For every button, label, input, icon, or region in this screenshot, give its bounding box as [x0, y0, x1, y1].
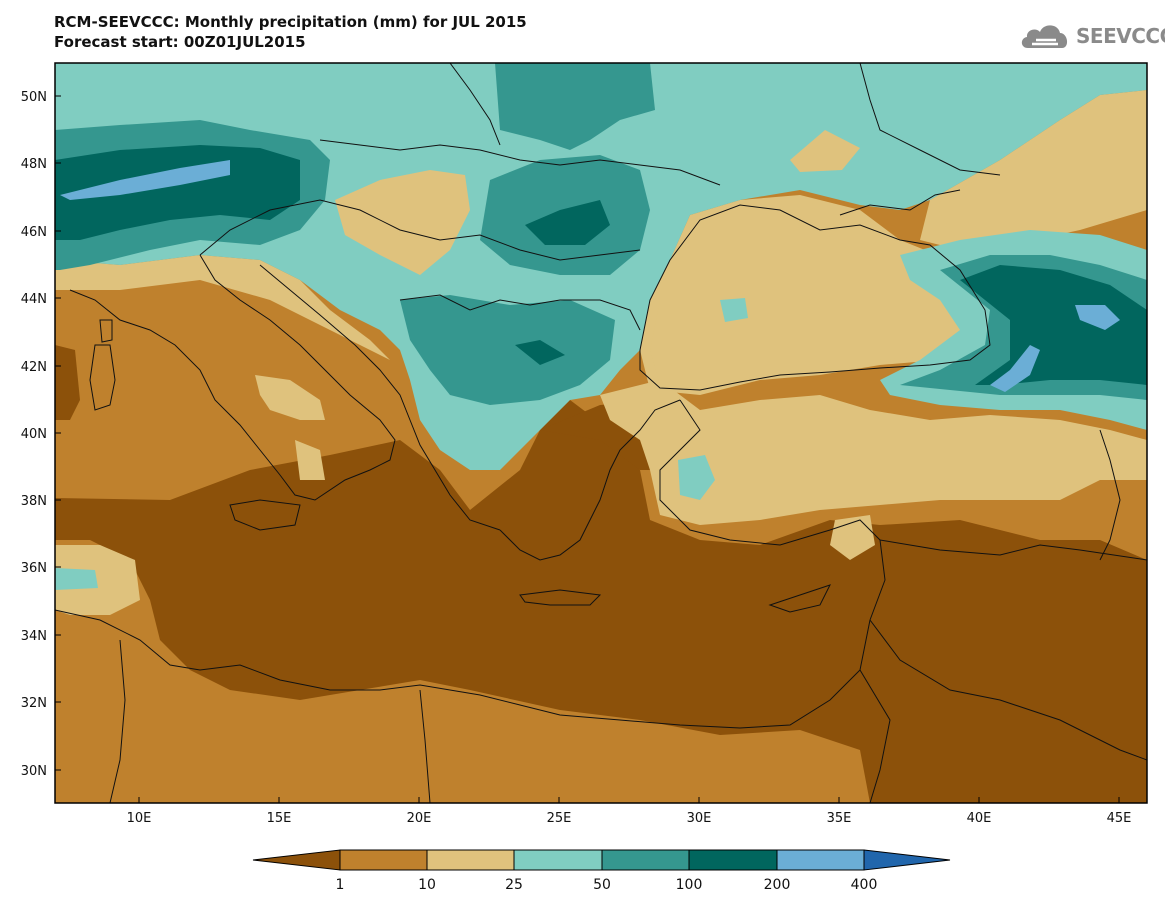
- field-100-200-caucasus: [960, 265, 1147, 385]
- map-title-block: RCM-SEEVCCC: Monthly precipitation (mm) …: [54, 12, 527, 52]
- lat-ticks: [55, 95, 61, 771]
- lat-label-34n: 34N: [21, 629, 47, 644]
- border-north-3: [449, 63, 501, 146]
- coastline-cyprus: [768, 584, 831, 613]
- lon-label-15e: 15E: [267, 811, 292, 826]
- field-10-25-hungary-cut: [335, 170, 470, 275]
- lat-label-50n: 50N: [21, 90, 47, 105]
- border-turkey-east: [1099, 429, 1121, 561]
- field-10-25-ukraine-cut: [935, 95, 1147, 245]
- field-50-100-balkans: [400, 295, 615, 405]
- precipitation-fields: [55, 63, 1147, 803]
- coastline-sardinia: [89, 344, 116, 411]
- coastline-sicily: [229, 499, 301, 531]
- colorbar-label-1: 1: [336, 877, 345, 893]
- field-10-25-north-band: [55, 255, 390, 360]
- field-25-50-sardinia: [55, 568, 98, 590]
- colorbar-swatch-200-400: [776, 849, 865, 871]
- lat-label-36n: 36N: [21, 561, 47, 576]
- lon-tick-labels: 10E 15E 20E 25E 30E 35E 40E 45E: [127, 811, 1132, 826]
- field-10-25-blacksea-cut: [650, 200, 985, 390]
- colorbar-swatch-1-10: [339, 849, 428, 871]
- lat-label-40n: 40N: [21, 427, 47, 442]
- field-25-50-black-sea-spot: [720, 298, 748, 322]
- border-north-4: [859, 63, 1001, 176]
- lat-label-42n: 42N: [21, 360, 47, 375]
- lon-label-35e: 35E: [827, 811, 852, 826]
- coastline-africa: [55, 609, 871, 729]
- coastline-corsica: [99, 319, 113, 343]
- colorbar-swatch-50-100: [601, 849, 690, 871]
- field-lt1-mediterranean: [55, 400, 1147, 803]
- field-200-400-alps: [60, 160, 230, 200]
- lon-ticks: [138, 797, 1120, 803]
- colorbar-swatch-100-200: [688, 849, 778, 871]
- lon-label-40e: 40E: [967, 811, 992, 826]
- colorbar-swatch-10-25: [426, 849, 515, 871]
- lon-label-45e: 45E: [1107, 811, 1132, 826]
- field-25-50-turkey-spot: [678, 455, 715, 500]
- colorbar-label-25: 25: [505, 877, 523, 893]
- logo-text: SEEVCCC: [1076, 24, 1165, 48]
- field-100-200-alps: [55, 145, 300, 240]
- colorbar-swatch-lt1: [252, 849, 341, 871]
- coastline-turkey-south: [659, 399, 886, 621]
- colorbar: 1 10 25 50 100 200 400: [252, 849, 951, 893]
- colorbar-label-100: 100: [676, 877, 703, 893]
- field-100-200-balkans: [515, 340, 565, 365]
- border-north-2: [319, 139, 721, 186]
- coastline-italy: [69, 254, 396, 501]
- lat-label-30n: 30N: [21, 764, 47, 779]
- map-title: RCM-SEEVCCC: Monthly precipitation (mm) …: [54, 13, 527, 31]
- field-50-100-poland: [495, 63, 655, 150]
- forecast-start: Forecast start: 00Z01JUL2015: [54, 33, 306, 51]
- border-north-1: [199, 199, 641, 261]
- colorbar-swatch-25-50: [513, 849, 603, 871]
- coastline-adriatic-east: [259, 264, 501, 531]
- border-balkans: [399, 294, 641, 331]
- field-10-25-ukraine-north-cut: [790, 130, 860, 172]
- field-10-25-italy-2: [295, 440, 325, 480]
- seevccc-logo: SEEVCCC: [1018, 20, 1165, 52]
- border-libya: [109, 639, 126, 803]
- colorbar-label-50: 50: [593, 877, 611, 893]
- lat-label-38n: 38N: [21, 494, 47, 509]
- border-egypt: [419, 689, 431, 803]
- field-10-25-anatolia: [600, 380, 1147, 525]
- colorbar-label-400: 400: [851, 877, 878, 893]
- lat-label-48n: 48N: [21, 157, 47, 172]
- lat-label-44n: 44N: [21, 292, 47, 307]
- border-levant: [879, 539, 1147, 561]
- field-lt1-italy-west: [55, 345, 80, 420]
- coastline-greece: [499, 399, 681, 561]
- lon-label-30e: 30E: [687, 811, 712, 826]
- lat-tick-labels: 50N 48N 46N 44N 42N 40N 38N 36N 34N 32N …: [21, 90, 47, 779]
- colorbar-label-200: 200: [764, 877, 791, 893]
- field-100-200-carpathians: [525, 200, 610, 245]
- field-200-400-caucasus-b: [990, 345, 1040, 392]
- coastline-crete: [519, 589, 602, 606]
- coastline-black-sea: [639, 204, 991, 391]
- border-saudi: [869, 619, 1147, 761]
- colorbar-label-10: 10: [418, 877, 436, 893]
- field-10-25-sardinia: [55, 545, 140, 615]
- colorbar-swatch-gt400: [863, 849, 951, 871]
- border-jordan: [859, 669, 891, 803]
- field-10-25-italy: [255, 375, 325, 420]
- lon-label-25e: 25E: [547, 811, 572, 826]
- lat-label-46n: 46N: [21, 225, 47, 240]
- cloud-icon: [1021, 25, 1068, 48]
- lon-label-10e: 10E: [127, 811, 152, 826]
- coastline-azov: [839, 189, 961, 216]
- lon-label-20e: 20E: [407, 811, 432, 826]
- lat-label-32n: 32N: [21, 696, 47, 711]
- field-200-400-caucasus-a: [1075, 305, 1120, 330]
- coastlines: [55, 63, 1147, 803]
